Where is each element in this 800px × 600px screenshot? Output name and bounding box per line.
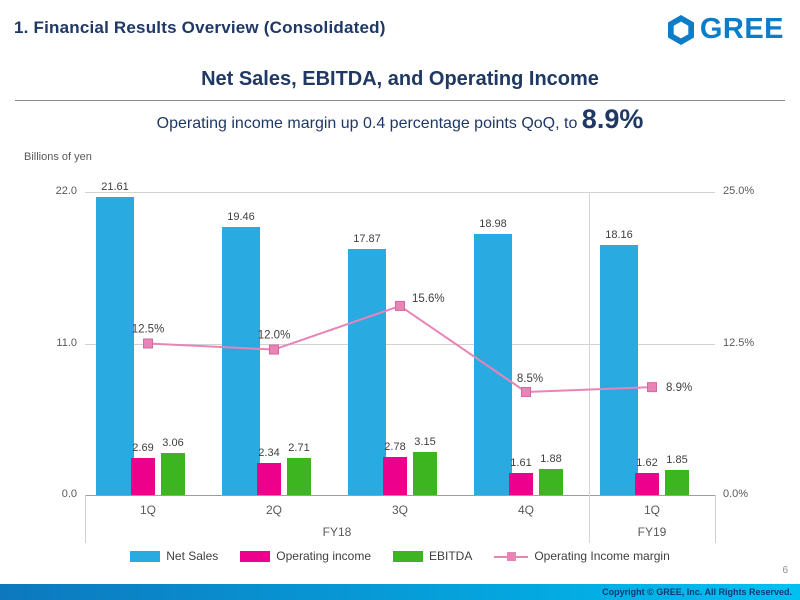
legend-item-operating-income: Operating income: [240, 549, 371, 563]
bar-value-label: 1.61: [510, 456, 532, 469]
axis-edge-right: [715, 495, 716, 543]
title-underline: [15, 100, 785, 101]
bar-ebitda-1: [287, 457, 311, 495]
subtitle: Operating income margin up 0.4 percentag…: [0, 104, 800, 135]
bar-net-sales-3: [474, 233, 512, 495]
bar-value-label: 2.71: [288, 441, 310, 454]
bar-operating-income-1: [257, 462, 281, 495]
gree-logo: GREE: [667, 13, 784, 46]
page-number: 6: [782, 565, 788, 576]
axis-edge-left: [85, 495, 86, 543]
bar-net-sales-2: [348, 248, 386, 495]
margin-point-label: 8.5%: [517, 373, 543, 385]
bar-net-sales-1: [222, 226, 260, 495]
bar-ebitda-0: [161, 452, 185, 495]
right-axis-tick: 25.0%: [723, 185, 755, 197]
bar-ebitda-4: [665, 469, 689, 495]
right-axis-tick: 12.5%: [723, 336, 755, 349]
bar-operating-income-2: [383, 456, 407, 495]
legend-label: Operating income: [276, 549, 371, 563]
footer-bar: Copyright © GREE, Inc. All Rights Reserv…: [0, 584, 800, 600]
bar-ebitda-3: [539, 469, 563, 495]
fiscal-year-label: FY19: [637, 525, 667, 539]
section-title: 1. Financial Results Overview (Consolida…: [14, 18, 386, 37]
margin-line: [147, 304, 653, 393]
bar-operating-income-3: [509, 472, 533, 495]
bar-value-label: 2.69: [132, 441, 154, 454]
right-axis-tick: 0.0%: [723, 488, 749, 500]
bar-value-label: 18.98: [479, 217, 507, 230]
legend-swatch: [130, 550, 161, 562]
bar-operating-income-4: [635, 472, 659, 495]
subtitle-highlight: 8.9%: [581, 104, 644, 134]
margin-point-label: 15.6%: [412, 293, 445, 305]
legend-item-ebitda: EBITDA: [393, 549, 472, 563]
bar-value-label: 1.88: [540, 453, 562, 466]
logo-text: GREE: [699, 13, 784, 45]
left-axis-tick: 11.0: [56, 336, 77, 349]
margin-point-label: 12.5%: [132, 324, 165, 336]
margin-point-label: 12.0%: [258, 330, 291, 342]
subtitle-text: Operating income margin up 0.4 percentag…: [156, 115, 582, 132]
legend-swatch: [393, 550, 423, 562]
bar-ebitda-2: [413, 451, 437, 495]
legend-label: EBITDA: [429, 549, 473, 563]
bar-value-label: 18.16: [605, 228, 633, 241]
category-label: 3Q: [391, 503, 408, 517]
bar-value-label: 3.15: [414, 435, 436, 448]
category-label: 4Q: [517, 503, 534, 517]
bar-net-sales-4: [600, 244, 638, 495]
hexagon-icon: [667, 14, 694, 45]
bar-value-label: 1.62: [636, 456, 658, 469]
bar-value-label: 2.34: [258, 446, 280, 459]
margin-marker: [143, 338, 153, 349]
legend-item-net-sales: Net Sales: [130, 549, 218, 563]
category-label: 1Q: [139, 503, 156, 517]
legend: Net Sales Operating income EBITDA Operating…: [0, 549, 800, 563]
margin-marker: [395, 300, 405, 311]
legend-line-swatch: [494, 551, 529, 562]
legend-swatch: [240, 550, 271, 562]
legend-item-operating-income-margin: Operating Income margin: [494, 549, 670, 563]
bar-value-label: 3.06: [162, 436, 184, 449]
bar-value-label: 1.85: [666, 453, 688, 466]
margin-marker: [647, 382, 657, 393]
bar-value-label: 21.61: [101, 181, 129, 194]
category-label: 1Q: [643, 503, 660, 517]
left-axis-tick: 0.0: [61, 488, 77, 500]
gridline: [85, 343, 715, 345]
bar-value-label: 2.78: [384, 440, 406, 453]
bar-operating-income-0: [131, 457, 155, 495]
bar-net-sales-0: [96, 197, 134, 495]
category-label: 2Q: [265, 503, 282, 517]
margin-marker: [521, 386, 531, 397]
copyright-text: Copyright © GREE, Inc. All Rights Reserv…: [602, 587, 792, 597]
legend-label: Net Sales: [166, 549, 219, 563]
margin-marker: [269, 344, 279, 355]
gridline: [85, 192, 715, 193]
baseline: [85, 495, 715, 496]
chart-title: Net Sales, EBITDA, and Operating Income: [201, 68, 599, 90]
fy-separator: [589, 192, 590, 543]
axis-unit-label: Billions of yen: [24, 151, 92, 163]
margin-point-label: 8.9%: [666, 382, 692, 394]
left-axis-tick: 22.0: [55, 185, 77, 197]
fiscal-year-label: FY18: [322, 525, 352, 539]
legend-marker: [507, 551, 517, 561]
bar-value-label: 17.87: [353, 232, 381, 245]
bar-value-label: 19.46: [227, 210, 255, 223]
legend-label: Operating Income margin: [534, 549, 670, 563]
